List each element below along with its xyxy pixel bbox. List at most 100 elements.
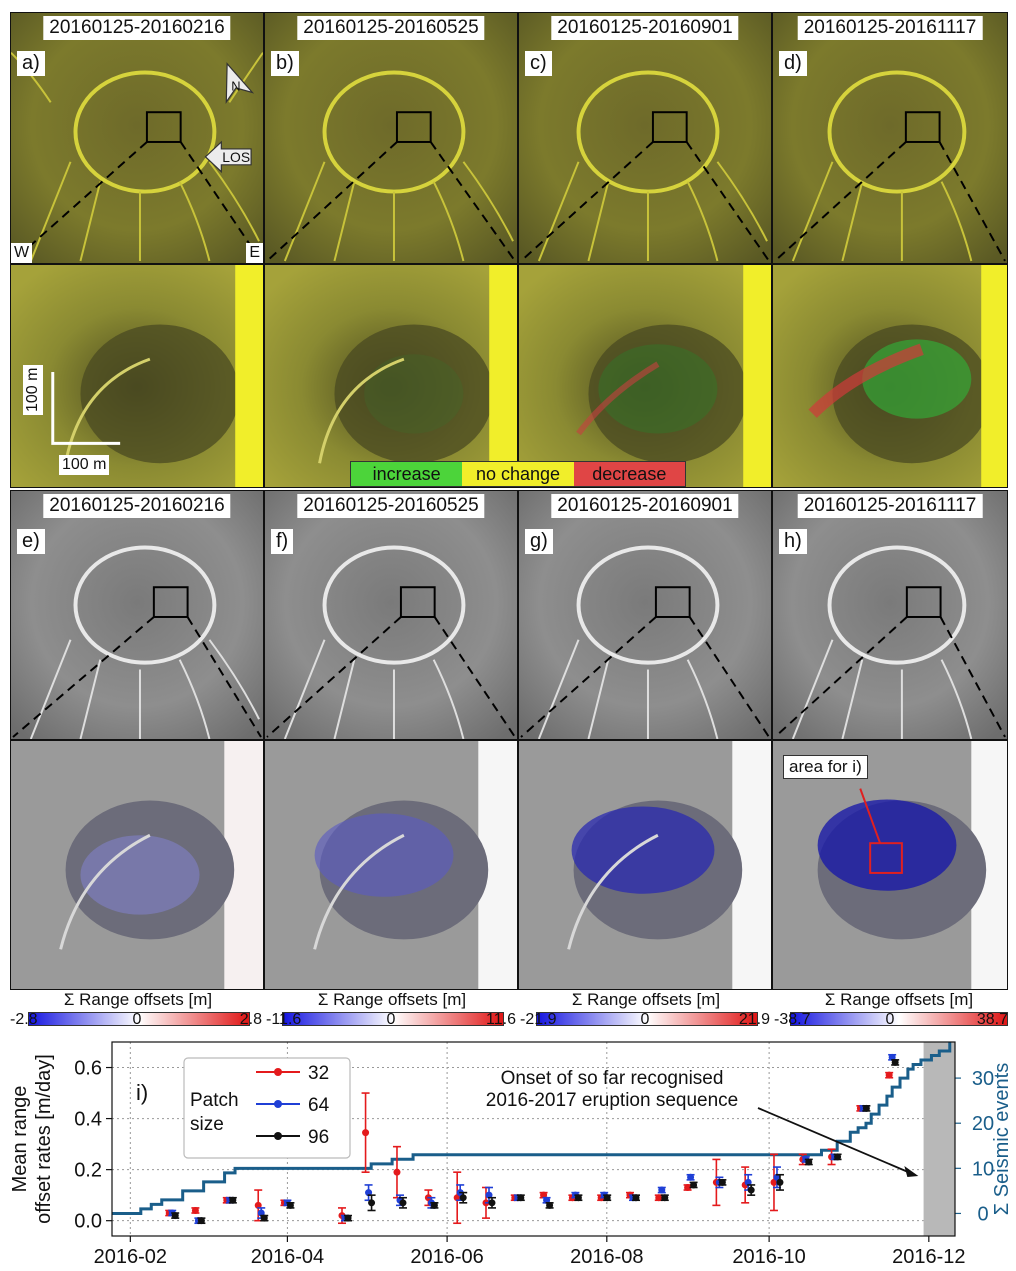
zoom-line-right <box>433 616 516 738</box>
point-96 <box>399 1199 407 1207</box>
zoom-box <box>145 111 182 143</box>
cb-min: -2.8 <box>10 1011 38 1028</box>
point-96 <box>197 1217 205 1225</box>
point-64 <box>658 1186 666 1194</box>
y-axis-label-line: offset rates [m/day] <box>33 1054 55 1224</box>
zoom-line-left <box>520 616 657 738</box>
seismic-series <box>112 1042 952 1215</box>
x-tick-label: 2016-06 <box>410 1246 483 1268</box>
offset-image-f <box>265 491 517 739</box>
zoom-box <box>651 111 688 143</box>
zoom-line-right <box>429 141 516 262</box>
amplitude-image-b <box>265 13 517 263</box>
legend-box <box>183 1057 351 1159</box>
colorbar-ticks-h: -38.7 0 38.7 <box>772 1011 1008 1031</box>
legend-marker-64 <box>274 1100 282 1108</box>
panel-letter: c) <box>525 51 552 76</box>
panel-letter: g) <box>525 529 553 554</box>
panel-b: 20160125-20160525 b) <box>264 12 518 264</box>
cb-min: -11.6 <box>266 1011 302 1028</box>
colorbar-gradient <box>28 1012 250 1026</box>
area-for-i-box <box>869 842 903 874</box>
point-64 <box>888 1053 896 1061</box>
legend-marker-32 <box>274 1068 282 1076</box>
date-label: 20160125-20160901 <box>551 16 739 40</box>
offset-image-e <box>11 491 263 739</box>
chart-i: 2016-02 2016-04 2016-06 2016-08 2016-10 2016-… <box>9 1041 1013 1268</box>
zoom-offset-image-e <box>11 741 263 989</box>
cb-max: 38.7 <box>976 1011 1008 1028</box>
cb-min: -21.9 <box>520 1011 557 1028</box>
zoom-offset-image-h <box>773 741 1007 989</box>
eruption-shade <box>923 1042 955 1236</box>
eruption-annotation: Onset of so far recognised 2016-2017 erup… <box>486 1068 919 1178</box>
zoom-offset-panel-h: area for i) <box>772 740 1008 990</box>
zoom-image-c <box>519 265 771 487</box>
y-tick-label: 0.6 <box>74 1058 102 1080</box>
point-96 <box>229 1196 237 1204</box>
point-96 <box>488 1199 496 1207</box>
zoom-offset-panel-f <box>264 740 518 990</box>
y2-tick-label: 30 <box>972 1068 994 1090</box>
y2-tick-label: 10 <box>972 1158 994 1180</box>
scale-label-vertical: 100 m <box>23 364 43 415</box>
cb-mid: 0 <box>885 1011 895 1028</box>
panel-letter: a) <box>17 51 45 76</box>
colorbar-title: Σ Range offsets [m] <box>824 990 974 1009</box>
point-32 <box>191 1206 199 1214</box>
chart-axes: 2016-02 2016-04 2016-06 2016-08 2016-10 2016-… <box>9 1041 1013 1268</box>
scale-label-horizontal: 100 m <box>59 455 110 475</box>
east-label: E <box>246 243 263 263</box>
point-96 <box>517 1194 525 1202</box>
zoom-line-left <box>12 616 155 738</box>
eruption-shade-rect <box>923 1042 955 1236</box>
annotation-arrow-line <box>757 1107 911 1174</box>
plot-frame <box>111 1041 956 1237</box>
point-96 <box>632 1194 640 1202</box>
colorbar-title: Σ Range offsets [m] <box>571 990 721 1009</box>
colorbar-h: Σ Range offsets [m] <box>762 990 1016 1030</box>
point-32 <box>655 1194 663 1202</box>
cb-mid: 0 <box>132 1011 142 1028</box>
x-tick-label: 2016-02 <box>94 1246 167 1268</box>
north-label: N <box>231 78 240 93</box>
change-legend: increase no change decrease <box>350 461 686 487</box>
point-96 <box>344 1214 352 1222</box>
amplitude-image-a <box>11 13 263 263</box>
scale-bar <box>51 372 121 445</box>
zoom-offset-panel-g <box>518 740 772 990</box>
colorbar-f: Σ Range offsets [m] <box>254 990 510 1030</box>
date-label: 20160125-20160525 <box>297 16 485 40</box>
point-96 <box>834 1153 842 1161</box>
zoom-line-left <box>520 141 654 262</box>
zoom-line-left <box>774 141 907 262</box>
legend-title-line: size <box>190 1114 224 1135</box>
legend-label-32: 32 <box>308 1063 329 1084</box>
annotation-arrow-head <box>904 1166 919 1178</box>
panel-g: 20160125-20160901 g) <box>518 490 772 740</box>
point-64 <box>485 1191 493 1199</box>
panel-c: 20160125-20160901 c) <box>518 12 772 264</box>
legend-label-64: 64 <box>308 1095 330 1116</box>
legend-marker-96 <box>274 1132 282 1140</box>
panel-e: 20160125-20160216 e) <box>10 490 264 740</box>
cb-max: 11.6 <box>486 1011 516 1028</box>
point-96 <box>459 1194 467 1202</box>
zoom-image-a <box>11 265 263 487</box>
x-tick-label: 2016-08 <box>570 1246 643 1268</box>
cb-min: -38.7 <box>774 1011 811 1028</box>
point-32 <box>540 1191 548 1199</box>
cb-max: 21.9 <box>738 1011 770 1028</box>
cb-mid: 0 <box>386 1011 396 1028</box>
legend-no-change: no change <box>462 462 574 486</box>
point-64 <box>257 1209 265 1217</box>
point-32 <box>254 1201 262 1209</box>
cb-max: 2.8 <box>239 1011 262 1028</box>
x-tick-label: 2016-12 <box>892 1246 965 1268</box>
zoom-image-d <box>773 265 1007 487</box>
date-label: 20160125-20161117 <box>797 16 983 40</box>
panel-letter: e) <box>17 529 45 554</box>
y-tick-label: 0.0 <box>74 1211 102 1233</box>
point-32 <box>770 1178 778 1186</box>
west-label: W <box>11 243 33 263</box>
